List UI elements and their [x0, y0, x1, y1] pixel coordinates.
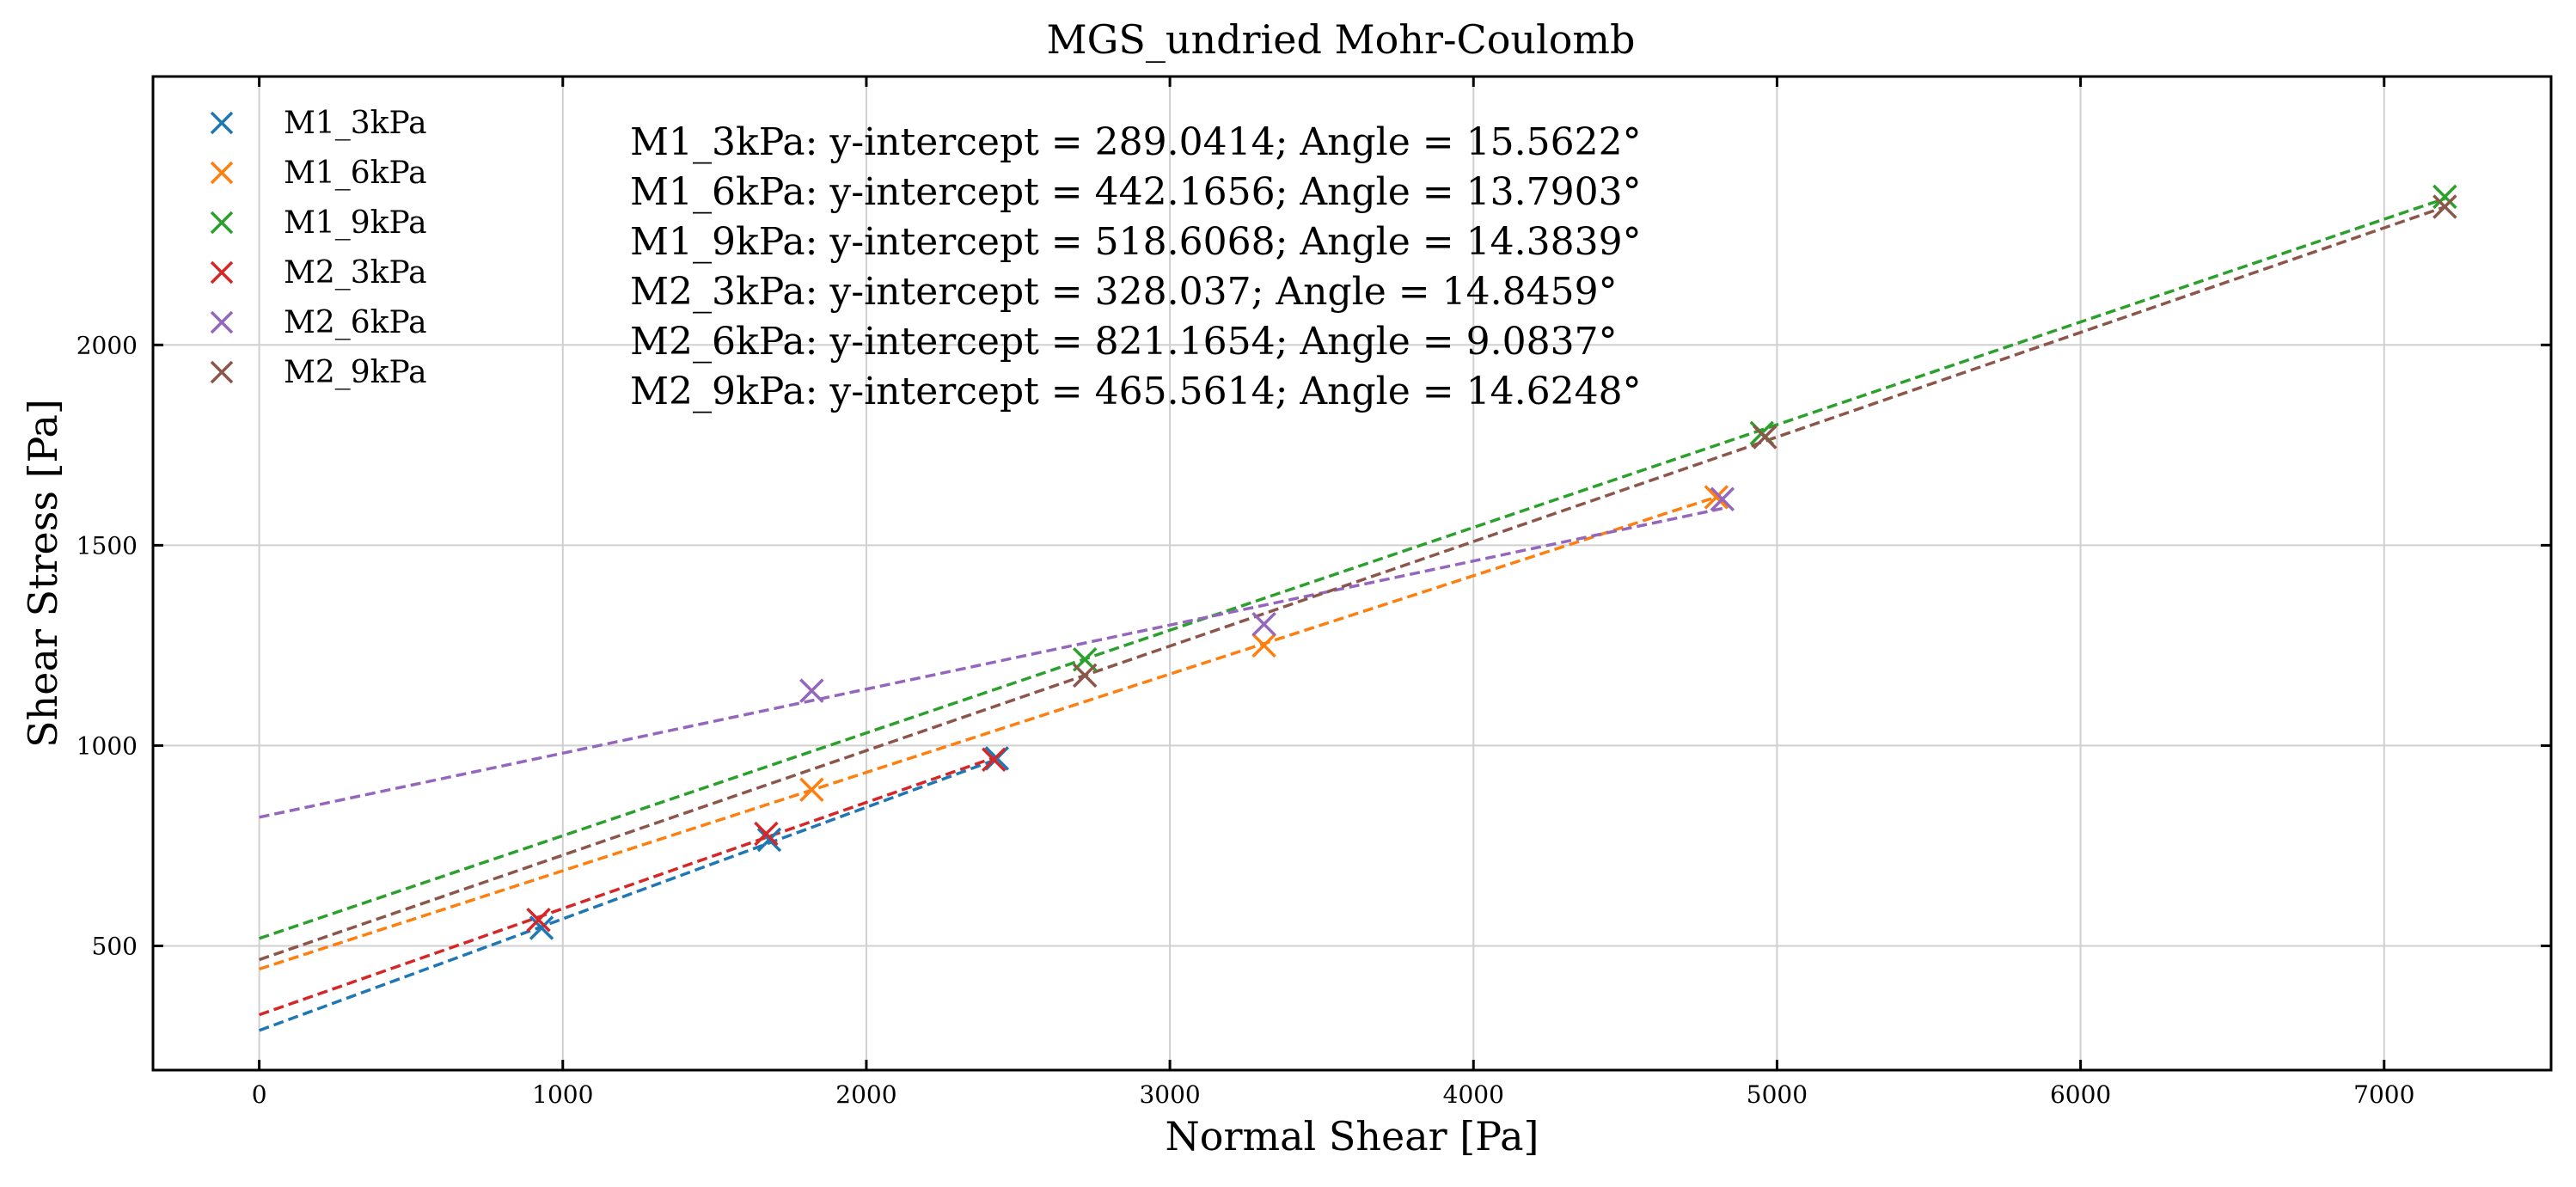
data-point-m1-3kpa — [529, 915, 554, 940]
markers-layer — [526, 184, 2457, 940]
annotation-block: M1_3kPa: y-intercept = 289.0414; Angle =… — [630, 120, 1642, 413]
data-point-m2-9kpa — [1753, 425, 1778, 450]
legend-label: M1_3kPa — [284, 106, 427, 141]
annotation-line: M2_3kPa: y-intercept = 328.037; Angle = … — [630, 270, 1618, 314]
fit-lines-layer — [259, 197, 2445, 1032]
x-tick-label: 2000 — [835, 1080, 896, 1109]
data-point-m1-9kpa — [2432, 184, 2457, 210]
legend: M1_3kPa M1_6kPa M1_9kPa M2_3kPa M2_6kPa M2_9k… — [210, 106, 427, 390]
data-point-m1-6kpa — [1704, 485, 1729, 510]
fit-line-m2-6kpa — [259, 506, 1723, 819]
plot-frame — [151, 75, 2553, 1072]
data-point-m2-6kpa — [1251, 611, 1276, 637]
x-tick-label: 5000 — [1747, 1080, 1808, 1109]
legend-marker-m1-6kpa — [210, 161, 234, 185]
chart-title: MGS_undried Mohr-Coulomb — [1047, 16, 1636, 63]
legend-label: M1_9kPa — [284, 205, 427, 241]
y-tick-label: 1500 — [76, 531, 138, 560]
legend-marker-m1-3kpa — [210, 111, 234, 135]
x-tick-label: 4000 — [1443, 1080, 1504, 1109]
ticks-layer: 0 1000 2000 3000 4000 5000 6000 7000 500 1000 1500… — [76, 76, 2551, 1109]
data-point-m2-6kpa — [799, 678, 824, 703]
x-axis-label: Normal Shear [Pa] — [1166, 1113, 1539, 1159]
x-tick-label: 7000 — [2353, 1080, 2414, 1109]
data-point-m2-3kpa — [982, 747, 1007, 772]
annotation-line: M1_9kPa: y-intercept = 518.6068; Angle =… — [630, 220, 1642, 264]
data-point-m1-6kpa — [799, 777, 824, 802]
data-point-m1-3kpa — [756, 827, 782, 853]
y-axis-label: Shear Stress [Pa] — [20, 399, 66, 748]
fit-line-m1-3kpa — [259, 757, 998, 1032]
fit-line-m2-3kpa — [259, 756, 994, 1017]
y-tick-label: 1000 — [76, 731, 138, 760]
data-point-m2-3kpa — [526, 907, 551, 933]
data-point-m2-9kpa — [2432, 194, 2457, 219]
annotation-line: M2_6kPa: y-intercept = 821.1654; Angle =… — [630, 320, 1618, 364]
grid-layer — [153, 76, 2551, 1070]
y-tick-label: 500 — [92, 933, 138, 961]
x-tick-label: 1000 — [532, 1080, 593, 1109]
x-tick-label: 6000 — [2050, 1080, 2111, 1109]
legend-marker-m1-9kpa — [210, 211, 234, 235]
legend-marker-m2-6kpa — [210, 310, 234, 334]
fit-line-m2-9kpa — [259, 205, 2445, 962]
data-point-m2-9kpa — [1072, 663, 1098, 688]
x-tick-label: 0 — [252, 1080, 267, 1109]
x-tick-label: 3000 — [1139, 1080, 1200, 1109]
legend-label: M1_6kPa — [284, 156, 427, 191]
annotation-line: M2_9kPa: y-intercept = 465.5614; Angle =… — [630, 370, 1642, 413]
data-point-m2-6kpa — [1710, 486, 1735, 512]
annotation-line: M1_6kPa: y-intercept = 442.1656; Angle =… — [630, 170, 1642, 214]
legend-marker-m2-9kpa — [210, 360, 234, 384]
y-tick-label: 2000 — [76, 331, 138, 359]
legend-label: M2_9kPa — [284, 355, 427, 390]
legend-label: M2_6kPa — [284, 305, 427, 340]
data-point-m1-6kpa — [1251, 633, 1276, 658]
legend-marker-m2-3kpa — [210, 260, 234, 285]
fit-line-m1-6kpa — [259, 495, 1717, 971]
legend-label: M2_3kPa — [284, 255, 427, 291]
fit-line-m1-9kpa — [259, 197, 2445, 940]
data-point-m2-3kpa — [754, 821, 779, 847]
annotation-line: M1_3kPa: y-intercept = 289.0414; Angle =… — [630, 120, 1642, 164]
